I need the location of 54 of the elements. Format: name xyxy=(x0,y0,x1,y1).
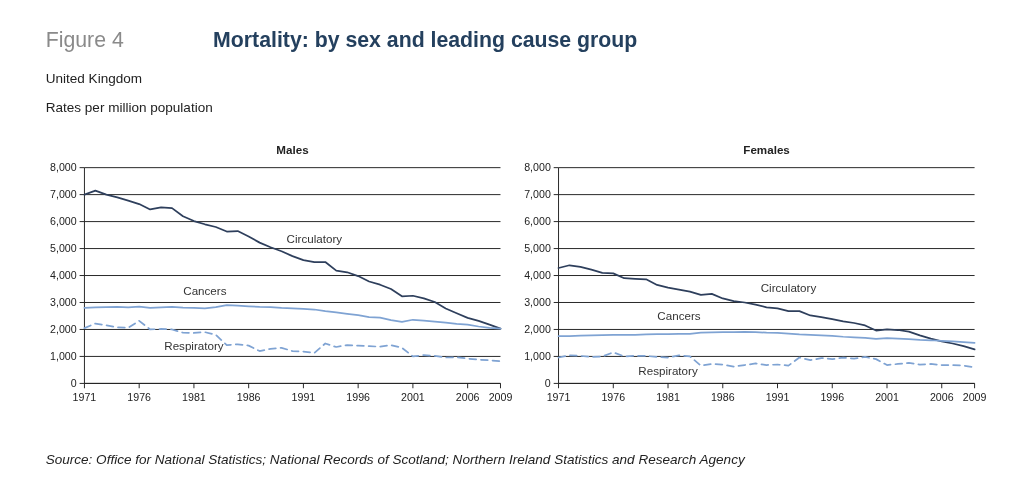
x-tick-label: 1976 xyxy=(601,390,626,403)
series-label: Circulatory xyxy=(286,231,343,245)
y-tick-label: 0 xyxy=(70,377,77,390)
y-tick-label: 2,000 xyxy=(524,323,551,336)
y-tick-label: 7,000 xyxy=(50,188,77,201)
line-series xyxy=(83,189,502,330)
series-label: Respiratory xyxy=(164,339,224,353)
y-tick-label: 8,000 xyxy=(50,161,77,174)
x-tick-label: 1991 xyxy=(765,390,790,403)
line-series xyxy=(83,319,502,363)
line-series xyxy=(557,264,976,351)
x-tick-label: 2009 xyxy=(488,390,513,403)
line-series xyxy=(83,304,502,330)
text: United Kingdom xyxy=(45,71,143,87)
x-tick-label: 1981 xyxy=(182,390,206,403)
y-tick-label: 1,000 xyxy=(524,350,551,363)
series-label: Cancers xyxy=(183,283,227,297)
x-tick-label: 2009 xyxy=(962,390,987,403)
x-tick-label: 1996 xyxy=(820,390,845,403)
x-tick-label: 2001 xyxy=(401,390,425,403)
y-tick-label: 5,000 xyxy=(50,242,77,255)
x-tick-label: 1981 xyxy=(656,390,680,403)
y-tick-label: 3,000 xyxy=(524,296,551,309)
caption: Figure 4 xyxy=(45,27,124,52)
y-tick-label: 4,000 xyxy=(524,269,551,282)
text: Rates per million population xyxy=(45,99,213,115)
y-tick-label: 3,000 xyxy=(50,296,77,309)
x-tick-label: 2006 xyxy=(455,390,480,403)
y-tick-label: 7,000 xyxy=(524,188,551,201)
x-tick-label: 1971 xyxy=(72,390,97,403)
x-tick-label: 2001 xyxy=(875,390,899,403)
x-tick-label: 1996 xyxy=(346,390,371,403)
x-tick-label: 1971 xyxy=(546,390,571,403)
y-tick-label: 2,000 xyxy=(50,323,77,336)
y-tick-label: 6,000 xyxy=(50,215,77,228)
chart-title: Females xyxy=(743,143,790,157)
text: Mortality: by sex and leading cause group xyxy=(213,27,638,52)
y-tick-label: 1,000 xyxy=(50,350,77,363)
y-tick-label: 8,000 xyxy=(524,161,551,174)
x-tick-label: 1976 xyxy=(127,390,152,403)
x-tick-label: 1986 xyxy=(236,390,261,403)
series-label: Circulatory xyxy=(760,280,817,294)
x-tick-label: 2006 xyxy=(929,390,954,403)
x-tick-label: 1986 xyxy=(710,390,735,403)
y-tick-label: 6,000 xyxy=(524,215,551,228)
x-tick-label: 1991 xyxy=(291,390,316,403)
series-label: Cancers xyxy=(657,309,701,323)
y-tick-label: 4,000 xyxy=(50,269,77,282)
source-note: Source: Office for National Statistics; National Records of Scotland; Northern Ireland Statistics and Research Agency xyxy=(45,451,746,467)
series-label: Respiratory xyxy=(638,363,698,377)
y-tick-label: 5,000 xyxy=(524,242,551,255)
line-series xyxy=(557,331,976,344)
y-tick-label: 0 xyxy=(544,377,551,390)
chart-title: Males xyxy=(276,143,309,157)
